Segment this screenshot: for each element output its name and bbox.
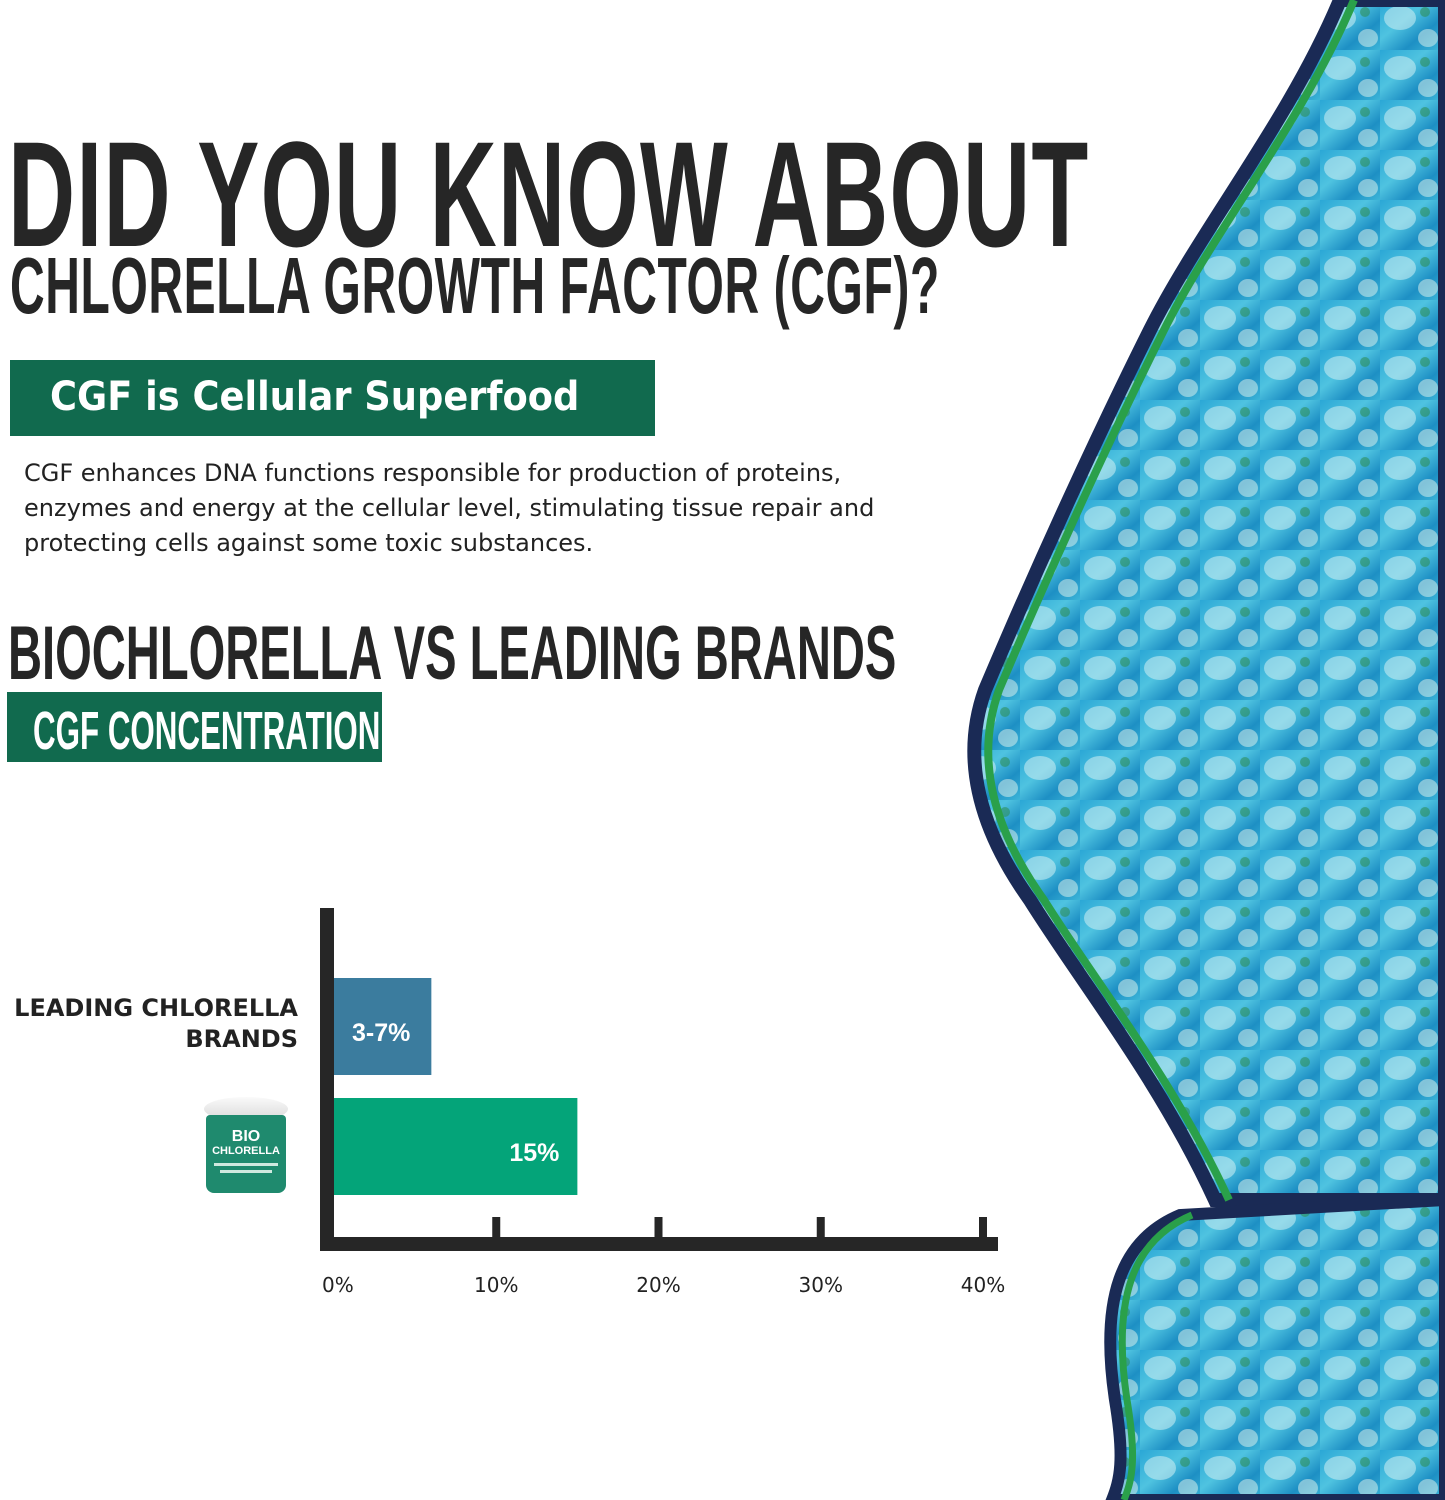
jar-label: BIO CHLORELLA: [206, 1115, 286, 1193]
cgf-description: CGF enhances DNA functions responsible f…: [24, 459, 875, 557]
biochlorella-product-jar: BIO CHLORELLA: [200, 1097, 292, 1195]
banner-text: CGF CONCENTRATION: [33, 701, 381, 761]
banner-text: CGF is Cellular Superfood: [50, 374, 580, 420]
title-line-2: CHLORELLA GROWTH FACTOR (CGF)?: [10, 241, 940, 330]
jar-brand-line1: BIO: [231, 1128, 261, 1145]
jar-brand-line2: CHLORELLA: [212, 1145, 280, 1157]
comparison-heading: BIOCHLORELLA VS LEADING BRANDS: [8, 611, 897, 696]
title-line-1: DID YOU KNOW ABOUT: [8, 110, 1090, 278]
cellular-superfood-banner: CGF is Cellular Superfood: [10, 360, 655, 436]
cgf-concentration-banner: CGF CONCENTRATION: [7, 692, 382, 762]
category-label-leading-brands: LEADING CHLORELLA BRANDS: [14, 994, 298, 1053]
